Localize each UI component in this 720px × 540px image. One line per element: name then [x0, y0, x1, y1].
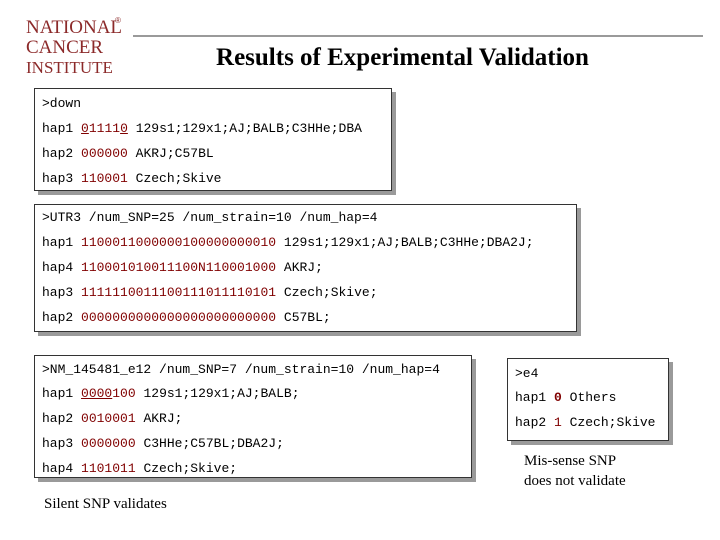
box-down: >down hap1 011110 129s1;129x1;AJ;BALB;C3… [34, 88, 392, 191]
sequence: 1111110011100111011110101 [81, 285, 277, 300]
logo-line-3: INSTITUTE [26, 58, 113, 77]
header-divider [133, 35, 703, 37]
sequence: 110001 [81, 171, 128, 186]
page-title: Results of Experimental Validation [216, 44, 589, 71]
hap-label: hap3 [42, 171, 74, 186]
box-down-row-3: hap3 110001 Czech;Skive [42, 172, 221, 186]
strains: 129s1;129x1;AJ;BALB;C3HHe;DBA [135, 121, 362, 136]
strains: C3HHe;C57BL;DBA2J; [143, 436, 284, 451]
box-down-row-1: hap1 011110 129s1;129x1;AJ;BALB;C3HHe;DB… [42, 122, 362, 136]
box-nm145481-row-1: hap1 0000100 129s1;129x1;AJ;BALB; [42, 387, 300, 401]
box-e4: >e4 hap1 0 Others hap2 1 Czech;Skive [507, 358, 669, 441]
missense-note-line-2: does not validate [524, 473, 626, 489]
box-utr3-header: >UTR3 /num_SNP=25 /num_strain=10 /num_ha… [42, 210, 378, 225]
hap-label: hap4 [42, 461, 74, 476]
box-utr3-row-1: hap1 1100011000000100000000010 129s1;129… [42, 236, 534, 250]
hap-label: hap1 [42, 121, 74, 136]
strains: 129s1;129x1;AJ;BALB;C3HHe;DBA2J; [283, 235, 534, 250]
box-e4-row-2: hap2 1 Czech;Skive [515, 416, 655, 430]
hap-label: hap1 [42, 386, 74, 401]
logo-line-1: NATIONAL [26, 17, 123, 38]
box-nm145481-row-4: hap4 1101011 Czech;Skive; [42, 462, 237, 476]
logo-line-2: CANCER [26, 37, 104, 58]
strains: AKRJ;C57BL [135, 146, 214, 161]
box-utr3: >UTR3 /num_SNP=25 /num_strain=10 /num_ha… [34, 204, 577, 332]
hap-label: hap3 [42, 285, 74, 300]
sequence: 000000 [81, 146, 128, 161]
box-utr3-row-2: hap4 110001010011100N110001000 AKRJ; [42, 261, 323, 275]
sequence: 0010001 [81, 411, 136, 426]
box-e4-row-1: hap1 0 Others [515, 391, 616, 405]
strains: 129s1;129x1;AJ;BALB; [143, 386, 300, 401]
hap-label: hap1 [42, 235, 74, 250]
hap-label: hap4 [42, 260, 74, 275]
nci-logo: NATIONAL CANCER INSTITUTE ® [26, 16, 126, 78]
sequence: 011110 [81, 121, 128, 136]
strains: Czech;Skive; [143, 461, 238, 476]
hap-label: hap2 [42, 310, 74, 325]
sequence: 0000000000000000000000000 [81, 310, 277, 325]
sequence: 1 [554, 415, 562, 430]
box-nm145481-header: >NM_145481_e12 /num_SNP=7 /num_strain=10… [42, 362, 440, 377]
sequence: 0000000 [81, 436, 136, 451]
strains: Others [569, 390, 617, 405]
strains: Czech;Skive; [283, 285, 378, 300]
sequence-underlined-2: 0 [120, 121, 128, 136]
hap-label: hap2 [42, 146, 74, 161]
sequence-rest: 100 [112, 386, 136, 401]
strains: C57BL; [283, 310, 331, 325]
box-e4-header: >e4 [515, 366, 539, 381]
strains: AKRJ; [283, 260, 323, 275]
strains: AKRJ; [143, 411, 183, 426]
box-nm145481: >NM_145481_e12 /num_SNP=7 /num_strain=10… [34, 355, 472, 478]
sequence: 0000100 [81, 386, 136, 401]
hap-label: hap2 [42, 411, 74, 426]
box-utr3-row-3: hap3 1111110011100111011110101 Czech;Ski… [42, 286, 378, 300]
box-utr3-row-4: hap2 0000000000000000000000000 C57BL; [42, 311, 331, 325]
strains: Czech;Skive [135, 171, 222, 186]
sequence: 1101011 [81, 461, 136, 476]
box-nm145481-row-2: hap2 0010001 AKRJ; [42, 412, 182, 426]
sequence-underlined: 0 [81, 121, 89, 136]
registered-mark: ® [115, 16, 121, 25]
missense-note-line-1: Mis-sense SNP [524, 453, 617, 469]
hap-label: hap1 [515, 390, 547, 405]
sequence: 110001010011100N110001000 [81, 260, 277, 275]
sequence: 0 [554, 390, 562, 405]
silent-snp-note: Silent SNP validates [44, 496, 167, 512]
hap-label: hap3 [42, 436, 74, 451]
strains: Czech;Skive [569, 415, 656, 430]
sequence: 1100011000000100000000010 [81, 235, 277, 250]
box-down-row-2: hap2 000000 AKRJ;C57BL [42, 147, 214, 161]
hap-label: hap2 [515, 415, 547, 430]
box-nm145481-row-3: hap3 0000000 C3HHe;C57BL;DBA2J; [42, 437, 284, 451]
box-down-header: >down [42, 96, 82, 111]
sequence-underlined: 0000 [81, 386, 113, 401]
sequence-mid: 1111 [88, 121, 121, 136]
